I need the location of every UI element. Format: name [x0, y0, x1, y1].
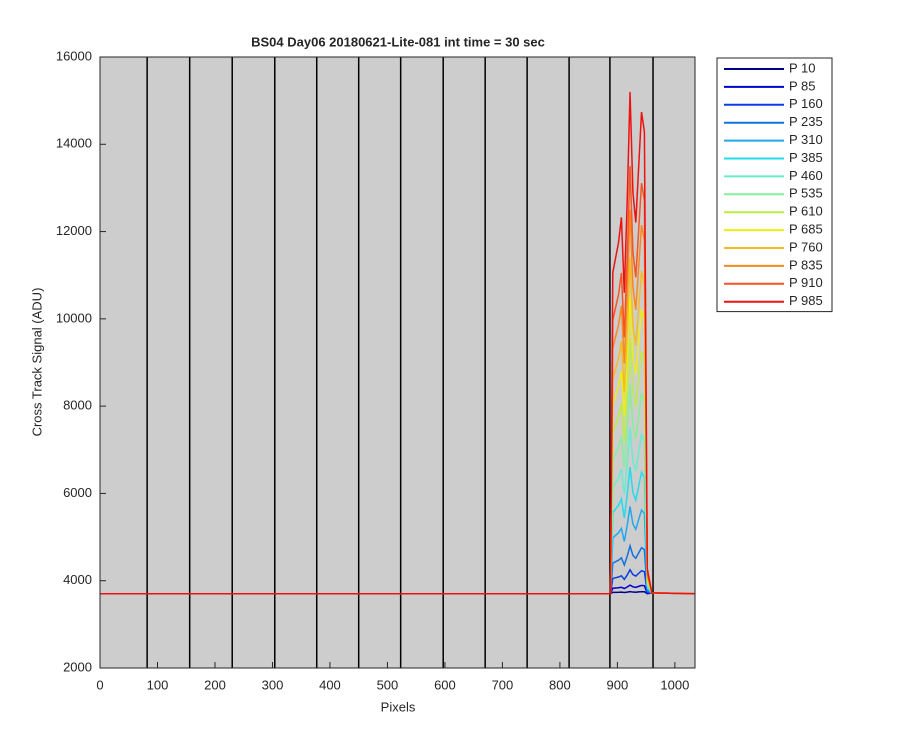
series-line [100, 590, 696, 595]
y-tick-label: 4000 [63, 572, 92, 587]
series-line [100, 543, 696, 595]
plot-frame [99, 56, 696, 669]
x-tick-label: 900 [607, 677, 629, 692]
series-line [100, 584, 696, 595]
x-tick-label: 500 [377, 677, 399, 692]
y-tick-label: 16000 [56, 48, 92, 63]
legend-label: P 910 [789, 275, 823, 290]
chart-title: BS04 Day06 20180621-Lite-081 int time = … [251, 34, 545, 49]
y-tick-label: 6000 [63, 485, 92, 500]
legend-label: P 310 [789, 132, 823, 147]
legend-label: P 685 [789, 222, 823, 237]
legend-label: P 610 [789, 204, 823, 219]
series-line [100, 568, 696, 595]
x-axis-label: Pixels [381, 699, 416, 714]
legend-label: P 835 [789, 257, 823, 272]
y-tick-label: 14000 [56, 136, 92, 151]
legend-label: P 760 [789, 239, 823, 254]
y-axis-label: Cross Track Signal (ADU) [29, 288, 44, 437]
x-tick-label: 1000 [660, 677, 689, 692]
legend-label: P 160 [789, 96, 823, 111]
x-tick-label: 800 [549, 677, 571, 692]
x-tick-label: 0 [96, 677, 103, 692]
y-tick-label: 12000 [56, 223, 92, 238]
x-tick-label: 700 [492, 677, 514, 692]
legend-label: P 460 [789, 168, 823, 183]
legend-label: P 385 [789, 150, 823, 165]
legend-label: P 10 [789, 60, 816, 75]
plot-area [100, 57, 695, 668]
y-tick-label: 8000 [63, 398, 92, 413]
legend-label: P 85 [789, 78, 816, 93]
legend-box [716, 57, 833, 313]
x-tick-label: 600 [434, 677, 456, 692]
x-tick-label: 100 [147, 677, 169, 692]
legend-label: P 985 [789, 293, 823, 308]
x-tick-label: 300 [262, 677, 284, 692]
y-tick-label: 10000 [56, 310, 92, 325]
legend-label: P 535 [789, 186, 823, 201]
legend-label: P 235 [789, 114, 823, 129]
y-tick-label: 2000 [63, 659, 92, 674]
x-tick-label: 200 [204, 677, 226, 692]
series-line [100, 91, 696, 595]
x-tick-label: 400 [319, 677, 341, 692]
